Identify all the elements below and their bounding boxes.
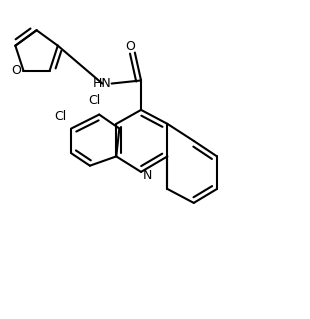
Text: O: O — [11, 64, 21, 77]
Text: Cl: Cl — [88, 94, 101, 107]
Text: N: N — [143, 169, 153, 182]
Text: Cl: Cl — [54, 110, 67, 122]
Text: HN: HN — [93, 77, 112, 90]
Text: O: O — [125, 40, 135, 53]
